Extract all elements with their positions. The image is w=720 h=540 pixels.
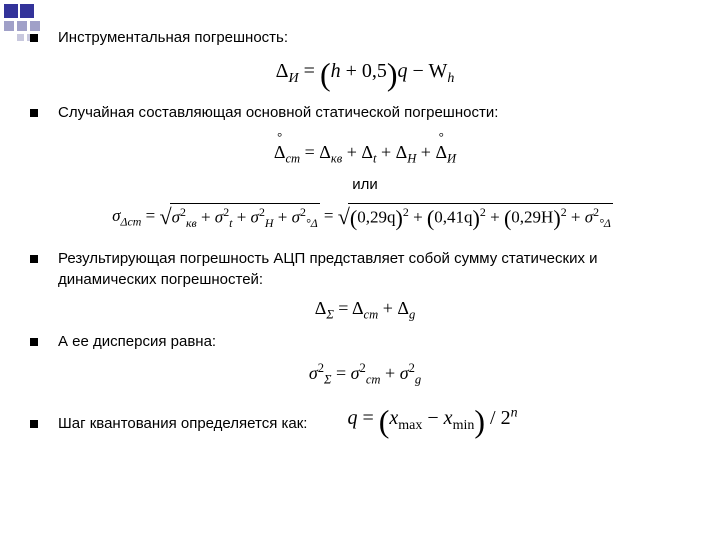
h: h — [331, 60, 341, 82]
delta-ring: Δ — [435, 142, 447, 163]
d: Δ — [315, 298, 327, 318]
minusW: − W — [408, 60, 448, 82]
paren: ( — [320, 56, 331, 92]
sub: Σ — [324, 372, 331, 386]
sub: h — [447, 71, 454, 86]
x: x — [389, 407, 398, 429]
t: Δ — [319, 142, 331, 162]
formula-instrumental: ΔИ = (h + 0,5)q − Wh — [30, 56, 700, 93]
t: Δ — [435, 142, 447, 162]
s: σ — [351, 363, 360, 383]
q: q — [398, 60, 408, 82]
n: n — [511, 406, 518, 421]
bullet-text: Случайная составляющая основной статичес… — [58, 103, 498, 123]
deco-square — [4, 21, 14, 31]
sub: g — [415, 372, 421, 386]
deco-square — [4, 4, 18, 18]
bullet-text: Шаг квантования определяется как: — [58, 414, 307, 434]
sig: σ — [112, 206, 120, 225]
s: σ — [400, 363, 409, 383]
bullet-text: Результирующая погрешность АЦП представл… — [58, 249, 700, 290]
t: Δ — [396, 142, 408, 162]
eq: = — [305, 142, 320, 162]
sub: ст — [285, 151, 300, 165]
plus05: + 0,5 — [341, 60, 387, 82]
formula-sigma-sum: σ2Σ = σ2ст + σ2g — [30, 361, 700, 388]
sub: кв — [331, 151, 342, 165]
d: Δ — [397, 298, 409, 318]
sub: ст — [366, 372, 381, 386]
bullet-item: Шаг квантования определяется как: — [30, 414, 307, 434]
n: 0,29q — [357, 208, 395, 227]
bullet-icon — [30, 338, 38, 346]
n: 0,41q — [434, 208, 472, 227]
d: Δ — [352, 298, 364, 318]
sqrt-body: (0,29q)2 + (0,41q)2 + (0,29H)2 + σ2°Δ — [348, 203, 613, 231]
bullet-icon — [30, 109, 38, 117]
sub: max — [398, 418, 422, 433]
formula-sigma-long: σΔст = √σ2кв + σ2t + σ2H + σ2°Δ = √(0,29… — [25, 203, 700, 231]
s: Δ — [311, 216, 318, 230]
or-label: или — [30, 176, 700, 193]
row-quantization: Шаг квантования определяется как: q = (x… — [30, 395, 700, 448]
formula-delta-sum: ΔΣ = Δст + Δg — [30, 298, 700, 323]
sub: И — [447, 151, 456, 165]
sub: H — [407, 151, 416, 165]
n: 0,29H — [511, 208, 553, 227]
bullet-item: Результирующая погрешность АЦП представл… — [30, 249, 700, 290]
sub: min — [453, 418, 475, 433]
bullet-icon — [30, 420, 38, 428]
delta: Δ — [274, 142, 286, 162]
q: q — [347, 407, 357, 429]
bullet-item: Инструментальная погрешность: — [30, 28, 700, 48]
bullet-text: А ее дисперсия равна: — [58, 332, 216, 352]
s: кв — [186, 216, 197, 230]
delta: Δ — [276, 60, 289, 82]
s: Δ — [604, 216, 611, 230]
paren: ) — [474, 403, 485, 439]
slide-content: Инструментальная погрешность: ΔИ = (h + … — [30, 18, 700, 448]
bullet-item: Случайная составляющая основной статичес… — [30, 103, 700, 123]
formula-static-sum: Δст = Δкв + Δt + ΔH + ΔИ — [30, 142, 700, 167]
delta-ring: Δ — [274, 142, 286, 163]
deco-square — [20, 4, 34, 18]
eq: = — [304, 60, 320, 82]
bullet-item: А ее дисперсия равна: — [30, 332, 700, 352]
sub: Σ — [326, 307, 333, 321]
x: x — [444, 407, 453, 429]
paren: ) — [387, 56, 398, 92]
s: σ — [309, 363, 318, 383]
two: 2 — [501, 407, 511, 429]
sub: И — [289, 71, 299, 86]
deco-square — [17, 34, 24, 41]
sub: ст — [364, 307, 379, 321]
bullet-icon — [30, 34, 38, 42]
t: Δ — [361, 142, 373, 162]
sqrt-body: σ2кв + σ2t + σ2H + σ2°Δ — [170, 203, 320, 231]
s: H — [265, 216, 274, 230]
sub: g — [409, 307, 415, 321]
sub: t — [373, 151, 377, 165]
s: t — [229, 216, 232, 230]
sub: Δст — [121, 215, 142, 229]
paren: ( — [379, 403, 390, 439]
deco-square — [17, 21, 27, 31]
bullet-icon — [30, 255, 38, 263]
bullet-text: Инструментальная погрешность: — [58, 28, 288, 48]
formula-quant-step: q = (xmax − xmin) / 2n — [347, 403, 517, 440]
